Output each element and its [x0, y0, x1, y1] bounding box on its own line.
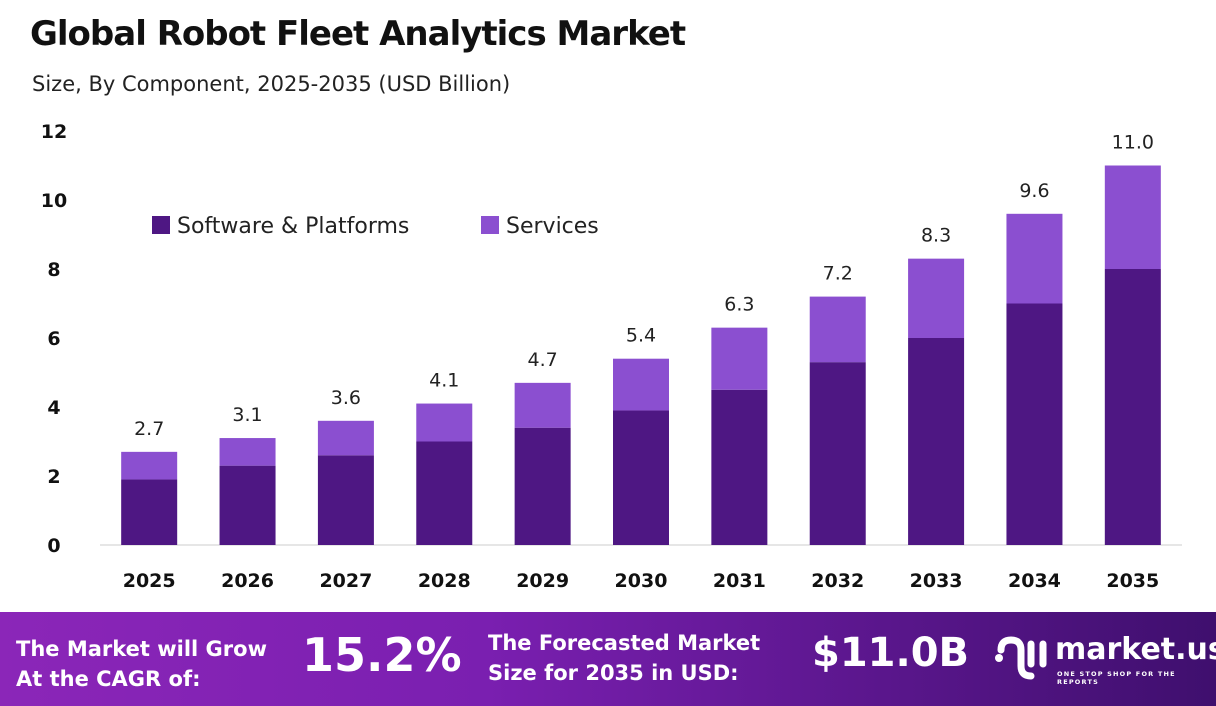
- bar-services-2025: [121, 451, 178, 480]
- legend-swatch: [481, 216, 499, 234]
- market-us-logo-icon: [995, 636, 1047, 680]
- y-tick-label: 8: [47, 259, 60, 281]
- x-tick-label: 2025: [123, 570, 176, 592]
- cagr-label-line2: At the CAGR of:: [16, 667, 201, 691]
- bar-services-2033: [908, 258, 965, 338]
- bar-software-2035: [1104, 269, 1161, 545]
- bar-chart: 0 2 4 6 8 10 12 2.7 2025 3.1 2026 3.6 2027 4.1 2028 4.7…: [41, 121, 1182, 592]
- bar-services-2034: [1006, 213, 1063, 304]
- bar-software-2032: [809, 362, 866, 545]
- total-label: 8.3: [921, 225, 951, 247]
- y-tick-label: 12: [41, 121, 67, 143]
- total-label: 3.1: [232, 404, 262, 426]
- footer-banner: The Market will Grow At the CAGR of: 15.2…: [0, 612, 1216, 706]
- x-tick-label: 2035: [1106, 570, 1159, 592]
- total-label: 5.4: [626, 325, 656, 347]
- bar-services-2029: [514, 382, 571, 428]
- x-tick-label: 2026: [221, 570, 274, 592]
- total-label: 4.7: [528, 349, 558, 371]
- y-tick-label: 0: [47, 535, 60, 557]
- bar-services-2035: [1104, 165, 1161, 269]
- bar-services-2028: [416, 403, 473, 442]
- bar-services-2031: [711, 327, 768, 390]
- x-tick-label: 2029: [516, 570, 569, 592]
- forecast-label-line2: Size for 2035 in USD:: [488, 661, 739, 685]
- bar-services-2032: [809, 296, 866, 363]
- total-label: 3.6: [331, 387, 361, 409]
- bar-software-2027: [317, 455, 374, 545]
- y-tick-label: 10: [41, 190, 67, 212]
- bar-software-2028: [416, 441, 473, 545]
- x-tick-label: 2032: [811, 570, 864, 592]
- x-tick-label: 2034: [1008, 570, 1061, 592]
- total-label: 2.7: [134, 418, 164, 440]
- brand-tagline: ONE STOP SHOP FOR THE REPORTS: [1057, 670, 1176, 686]
- x-tick-label: 2031: [713, 570, 766, 592]
- bar-software-2026: [219, 465, 276, 545]
- total-label: 7.2: [823, 263, 853, 285]
- forecast-label-line1: The Forecasted Market: [488, 631, 761, 655]
- total-label: 11.0: [1112, 132, 1154, 154]
- bar-services-2027: [317, 420, 374, 456]
- forecast-label: The Forecasted Market Size for 2035 in US…: [488, 628, 760, 688]
- chart-subtitle: Size, By Component, 2025-2035 (USD Billi…: [32, 72, 511, 96]
- bar-software-2031: [711, 389, 768, 545]
- x-tick-label: 2033: [910, 570, 963, 592]
- x-tick-label: 2028: [418, 570, 471, 592]
- cagr-label-line1: The Market will Grow: [16, 637, 267, 661]
- y-tick-label: 4: [47, 397, 60, 419]
- legend-swatch: [152, 216, 170, 234]
- cagr-value: 15.2%: [302, 628, 462, 682]
- cagr-label: The Market will Grow At the CAGR of:: [16, 634, 267, 694]
- y-tick-label: 2: [47, 466, 60, 488]
- y-tick-label: 6: [47, 328, 60, 350]
- forecast-value: $11.0B: [812, 630, 970, 676]
- bar-software-2033: [908, 338, 965, 545]
- bar-services-2030: [613, 358, 669, 411]
- chart-title: Global Robot Fleet Analytics Market: [30, 14, 686, 54]
- x-tick-label: 2027: [319, 570, 372, 592]
- x-tick-label: 2030: [615, 570, 668, 592]
- total-label: 4.1: [429, 370, 459, 392]
- bar-software-2029: [514, 427, 571, 545]
- brand-name: market.us: [1055, 632, 1216, 667]
- bar-services-2026: [219, 438, 276, 466]
- total-label: 9.6: [1019, 180, 1049, 202]
- bar-software-2034: [1006, 303, 1063, 545]
- legend-label: Software & Platforms: [177, 214, 409, 239]
- bar-software-2030: [613, 410, 669, 545]
- legend-label: Services: [506, 214, 599, 239]
- bar-software-2025: [121, 479, 178, 545]
- total-label: 6.3: [724, 294, 754, 316]
